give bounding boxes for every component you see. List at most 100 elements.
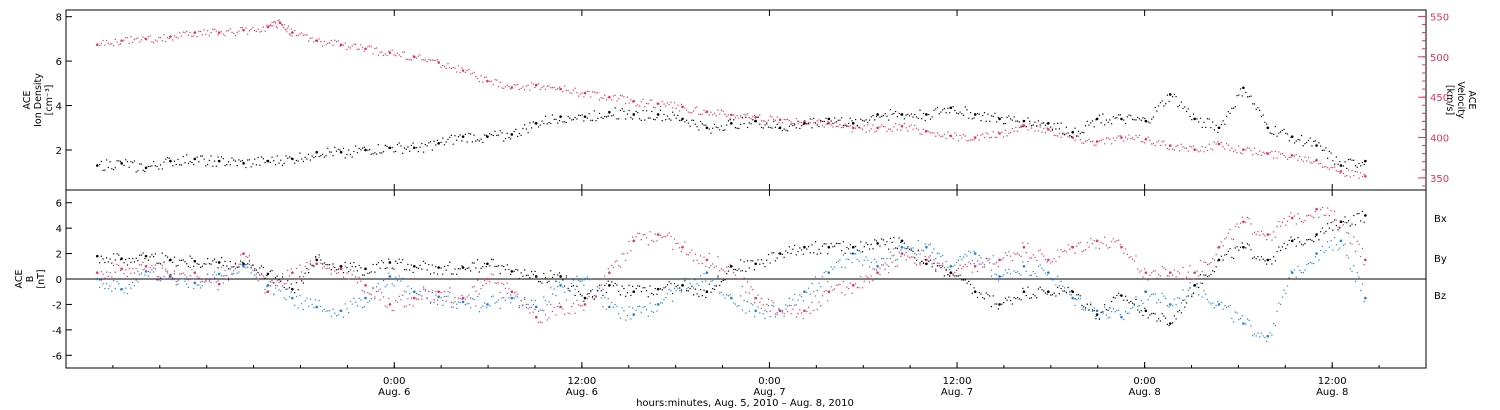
density-dot bbox=[773, 120, 775, 122]
density-dot bbox=[245, 166, 247, 169]
by-dot bbox=[841, 266, 843, 268]
bz-dot bbox=[187, 279, 190, 281]
density-dot bbox=[297, 160, 299, 162]
bx-dot bbox=[1152, 312, 1155, 314]
by-dot bbox=[722, 294, 724, 296]
by-dot bbox=[522, 304, 524, 306]
density-dot bbox=[1236, 95, 1238, 97]
by-dot bbox=[1206, 298, 1209, 301]
density-dot bbox=[938, 113, 940, 115]
density-dot bbox=[215, 165, 217, 167]
velocity-dot bbox=[180, 35, 183, 37]
bx-dot bbox=[1262, 258, 1264, 260]
density-dot bbox=[1285, 132, 1287, 134]
bz-point bbox=[900, 252, 904, 255]
velocity-dot bbox=[1203, 151, 1205, 153]
bz-dot bbox=[1177, 270, 1179, 273]
velocity-dot bbox=[490, 80, 493, 82]
velocity-dot bbox=[893, 126, 895, 128]
bx-dot bbox=[1306, 239, 1308, 241]
by-dot bbox=[421, 295, 423, 297]
velocity-dot bbox=[851, 131, 853, 133]
by-dot bbox=[431, 292, 433, 294]
bz-dot bbox=[872, 280, 874, 282]
bz-dot bbox=[381, 292, 383, 294]
bz-dot bbox=[490, 273, 493, 275]
density-dot bbox=[816, 124, 818, 126]
bz-dot bbox=[142, 261, 144, 263]
bx-dot bbox=[142, 252, 144, 254]
bx-dot bbox=[696, 293, 698, 295]
by-dot bbox=[973, 250, 975, 252]
density-dot bbox=[269, 161, 271, 164]
density-dot bbox=[618, 118, 620, 120]
density-dot bbox=[1111, 123, 1113, 125]
bz-dot bbox=[604, 275, 606, 277]
bx-dot bbox=[694, 288, 696, 290]
bx-dot bbox=[604, 284, 606, 287]
density-dot bbox=[907, 113, 909, 115]
by-dot bbox=[1123, 318, 1125, 321]
bz-dot bbox=[750, 286, 752, 288]
by-dot bbox=[872, 268, 874, 270]
bz-dot bbox=[513, 292, 515, 294]
velocity-axis-label: ACE Velocity [km/s] bbox=[1444, 81, 1477, 119]
bx-dot bbox=[520, 272, 522, 274]
velocity-dot bbox=[659, 105, 662, 108]
velocity-dot bbox=[1053, 134, 1055, 137]
by-dot bbox=[778, 309, 780, 311]
velocity-dot bbox=[618, 98, 620, 100]
by-dot bbox=[1030, 274, 1033, 276]
velocity-dot bbox=[241, 27, 244, 29]
density-dot bbox=[510, 138, 512, 140]
bx-dot bbox=[1083, 306, 1085, 308]
by-dot bbox=[142, 269, 144, 271]
by-dot bbox=[579, 280, 581, 282]
by-dot bbox=[581, 280, 583, 282]
bz-dot bbox=[1093, 240, 1095, 242]
velocity-dot bbox=[1104, 143, 1106, 145]
velocity-dot bbox=[865, 131, 867, 133]
bz-dot bbox=[1180, 278, 1182, 280]
by-dot bbox=[1185, 296, 1188, 298]
density-dot bbox=[201, 155, 203, 157]
bx-dot bbox=[1321, 227, 1324, 229]
bz-dot bbox=[297, 278, 299, 280]
by-dot bbox=[807, 287, 810, 289]
by-dot bbox=[1168, 306, 1170, 308]
field-label-line-1: ACE bbox=[14, 270, 25, 289]
density-dot bbox=[686, 119, 688, 121]
bz-dot bbox=[403, 306, 406, 308]
velocity-dot bbox=[640, 101, 642, 103]
bz-dot bbox=[1262, 233, 1264, 235]
bz-dot bbox=[1137, 268, 1139, 270]
bx-dot bbox=[766, 259, 768, 261]
bx-dot bbox=[1111, 300, 1113, 303]
bz-dot bbox=[807, 306, 810, 308]
bz-dot bbox=[769, 310, 771, 312]
density-dot bbox=[738, 127, 740, 130]
velocity-dot bbox=[987, 133, 989, 135]
by-dot bbox=[889, 251, 892, 253]
velocity-dot bbox=[1138, 134, 1141, 136]
bz-dot bbox=[1354, 250, 1357, 253]
bx-dot bbox=[187, 265, 190, 267]
by-dot bbox=[848, 258, 850, 261]
bx-dot bbox=[626, 292, 628, 294]
bz-dot bbox=[1337, 226, 1339, 228]
bz-dot bbox=[1330, 210, 1332, 212]
bz-point bbox=[437, 290, 440, 294]
velocity-dot bbox=[1323, 166, 1325, 168]
bz-dot bbox=[558, 302, 561, 304]
by-dot bbox=[645, 309, 648, 311]
bz-dot bbox=[586, 297, 588, 299]
density-dot bbox=[605, 116, 608, 118]
by-dot bbox=[1203, 290, 1205, 292]
bz-dot bbox=[686, 253, 688, 255]
velocity-dot bbox=[1356, 171, 1358, 173]
velocity-point bbox=[949, 134, 953, 138]
density-dot bbox=[1250, 95, 1252, 97]
velocity-dot bbox=[226, 30, 228, 32]
density-tick-label: 2 bbox=[56, 146, 62, 157]
